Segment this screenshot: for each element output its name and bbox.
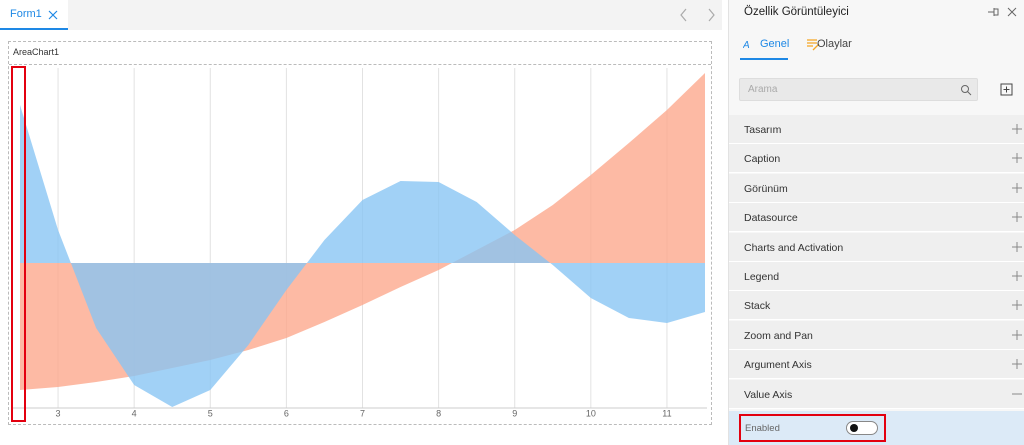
expand-icon[interactable]	[1012, 359, 1022, 370]
panel-tab[interactable]: Genel	[760, 38, 790, 50]
expand-icon[interactable]	[1012, 182, 1022, 193]
search-box[interactable]	[739, 78, 978, 101]
expand-icon[interactable]	[1012, 212, 1022, 223]
x-tick-label: 11	[662, 408, 671, 418]
section-label[interactable]: Tasarım	[744, 124, 782, 136]
x-tick-label: 4	[132, 408, 137, 418]
chart-caption: AreaChart1	[13, 47, 60, 57]
section-label[interactable]: Datasource	[744, 212, 798, 225]
section-label[interactable]: Zoom and Pan	[744, 329, 813, 342]
x-tick-label: 9	[512, 408, 517, 418]
section-label[interactable]: Charts and Activation	[744, 241, 844, 254]
highlight-box	[11, 66, 26, 422]
svg-text:A: A	[743, 40, 750, 51]
search-icon	[961, 85, 972, 96]
panel-title: Özellik Görüntüleyici	[744, 6, 849, 18]
section-row[interactable]	[729, 350, 1024, 380]
expand-icon[interactable]	[1012, 300, 1022, 311]
expand-icon[interactable]	[1012, 241, 1022, 252]
section-row[interactable]	[729, 291, 1024, 321]
section-label[interactable]: Value Axis	[744, 388, 793, 401]
section-row[interactable]	[729, 379, 1024, 409]
collapse-icon[interactable]	[1012, 389, 1022, 399]
section-label[interactable]: Caption	[744, 153, 781, 166]
section-label[interactable]: Argument Axis	[744, 359, 812, 372]
x-tick-label: 7	[360, 408, 365, 418]
section-row[interactable]	[729, 144, 1024, 174]
area-series	[20, 105, 705, 407]
section-row[interactable]	[729, 203, 1024, 233]
close-tab-icon[interactable]	[48, 10, 58, 20]
x-tick-label: 6	[284, 408, 289, 418]
tab-underline	[740, 58, 788, 60]
expand-icon[interactable]	[1012, 329, 1022, 340]
section-row[interactable]	[729, 115, 1024, 144]
x-tick-label: 3	[56, 408, 61, 418]
property-label: Enabled	[745, 423, 780, 434]
add-icon[interactable]	[1000, 83, 1014, 97]
tab-icons: A	[743, 39, 820, 51]
section-row[interactable]	[729, 320, 1024, 350]
panel-tab[interactable]: Olaylar	[817, 38, 852, 50]
x-tick-label: 5	[208, 408, 213, 418]
section-label[interactable]: Görünüm	[744, 182, 788, 195]
tab-label[interactable]: Form1	[10, 8, 42, 20]
toggle-knob	[850, 424, 858, 432]
section-row[interactable]	[729, 173, 1024, 203]
x-tick-label: 10	[586, 408, 596, 418]
expand-icon[interactable]	[1012, 124, 1022, 134]
section-label[interactable]: Legend	[744, 271, 780, 283]
tab-bar	[0, 0, 722, 30]
section-label[interactable]: Stack	[744, 300, 771, 313]
highlight-box	[739, 414, 886, 442]
chart-container	[8, 41, 712, 425]
section-row[interactable]	[729, 232, 1024, 262]
section-row[interactable]	[729, 262, 1024, 291]
expand-icon[interactable]	[1012, 271, 1022, 281]
x-tick-label: 8	[436, 408, 441, 418]
caption-divider	[9, 64, 711, 65]
search-placeholder: Arama	[748, 84, 778, 95]
form-tab[interactable]	[0, 0, 68, 30]
panel-window-icons[interactable]	[986, 6, 1018, 18]
expand-icon[interactable]	[1012, 153, 1022, 164]
nav-arrows[interactable]	[678, 8, 718, 22]
area-chart: 3 4 5 6 7 8 9 10 11	[12, 68, 707, 418]
